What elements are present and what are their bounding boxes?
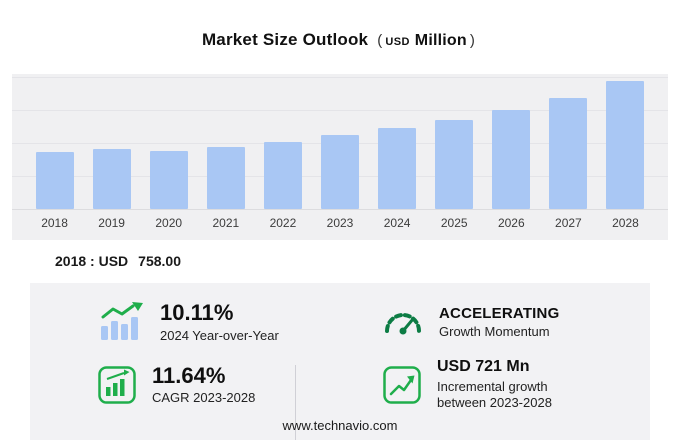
yoy-label: 2024 Year-over-Year	[160, 327, 279, 343]
bar-column-2028	[597, 74, 654, 209]
x-tick-2019: 2019	[98, 216, 125, 230]
yoy-growth-icon	[98, 302, 144, 342]
x-tick-2027: 2027	[555, 216, 582, 230]
momentum-text: ACCELERATING Growth Momentum	[439, 305, 559, 341]
unit-currency: USD	[385, 36, 410, 48]
bar-column-2018	[26, 74, 83, 209]
chart-title: Market Size Outlook (USD Million)	[0, 0, 680, 50]
x-tick-2021: 2021	[212, 216, 240, 230]
cagr-icon	[98, 366, 136, 404]
stat-momentum: ACCELERATING Growth Momentum	[383, 291, 650, 354]
incremental-value: USD 721 Mn	[437, 358, 530, 376]
chart-title-unit: (USD Million)	[374, 30, 478, 49]
unit-close-paren: )	[469, 32, 476, 49]
momentum-value: ACCELERATING	[439, 304, 560, 322]
bar-2024	[378, 128, 417, 209]
bar-series	[12, 74, 668, 210]
bar-2025	[435, 119, 474, 209]
x-axis: 2018 2019 2020 2021 2022 2023 2024 2025 2026 2027…	[12, 210, 668, 240]
x-tick-2028: 2028	[612, 216, 639, 230]
stat-cagr: 11.64% CAGR 2023-2028	[98, 354, 383, 417]
bar-column-2027	[540, 74, 597, 209]
stats-panel: 10.11% 2024 Year-over-Year ACCELERATING …	[30, 283, 650, 440]
momentum-label: Growth Momentum	[439, 323, 550, 339]
incremental-text: USD 721 Mn Incremental growth between 20…	[437, 358, 589, 411]
cagr-text: 11.64% CAGR 2023-2028	[152, 363, 255, 407]
bar-column-2021	[197, 74, 254, 209]
chart-title-main: Market Size Outlook	[201, 30, 369, 49]
unit-word: Million	[414, 32, 467, 49]
bar-2026	[492, 110, 531, 209]
x-tick-2018: 2018	[41, 216, 68, 230]
bar-column-2020	[140, 74, 197, 209]
cagr-label: CAGR 2023-2028	[152, 390, 256, 406]
yoy-text: 10.11% 2024 Year-over-Year	[160, 300, 279, 344]
x-tick-2024: 2024	[383, 216, 411, 230]
x-tick-2023: 2023	[326, 216, 354, 230]
bar-column-2023	[311, 74, 368, 209]
bar-2028	[606, 81, 645, 209]
x-tick-2020: 2020	[155, 216, 183, 230]
bar-2021	[206, 146, 245, 209]
bar-2019	[92, 149, 131, 209]
incremental-growth-icon	[383, 366, 421, 404]
base-year-label: 2018 : USD	[55, 253, 129, 269]
bar-column-2022	[254, 74, 311, 209]
unit-open-paren: (	[377, 32, 383, 49]
base-year-annotation: 2018 : USD 758.00	[55, 253, 680, 269]
bar-2018	[35, 152, 74, 209]
bar-2022	[263, 142, 302, 209]
base-year-value: 758.00	[138, 253, 181, 269]
stat-yoy: 10.11% 2024 Year-over-Year	[98, 291, 383, 354]
momentum-gauge-icon	[383, 307, 423, 337]
bar-column-2024	[369, 74, 426, 209]
x-tick-2026: 2026	[497, 216, 525, 230]
bar-chart: 2018 2019 2020 2021 2022 2023 2024 2025 2026 2027…	[12, 74, 668, 240]
vertical-divider	[295, 365, 296, 440]
incremental-label: Incremental growth between 2023-2028	[437, 378, 552, 410]
x-tick-2022: 2022	[269, 216, 297, 230]
footer-url[interactable]: www.technavio.com	[282, 418, 398, 433]
bar-column-2026	[483, 74, 540, 209]
bar-column-2019	[83, 74, 140, 209]
cagr-value: 11.64%	[152, 362, 226, 388]
stat-incremental: USD 721 Mn Incremental growth between 20…	[383, 354, 650, 417]
bar-2027	[549, 98, 588, 209]
yoy-value: 10.11%	[160, 300, 234, 326]
bar-column-2025	[426, 74, 483, 209]
bar-2020	[149, 150, 188, 209]
x-tick-2025: 2025	[440, 216, 468, 230]
bar-2023	[321, 135, 360, 209]
